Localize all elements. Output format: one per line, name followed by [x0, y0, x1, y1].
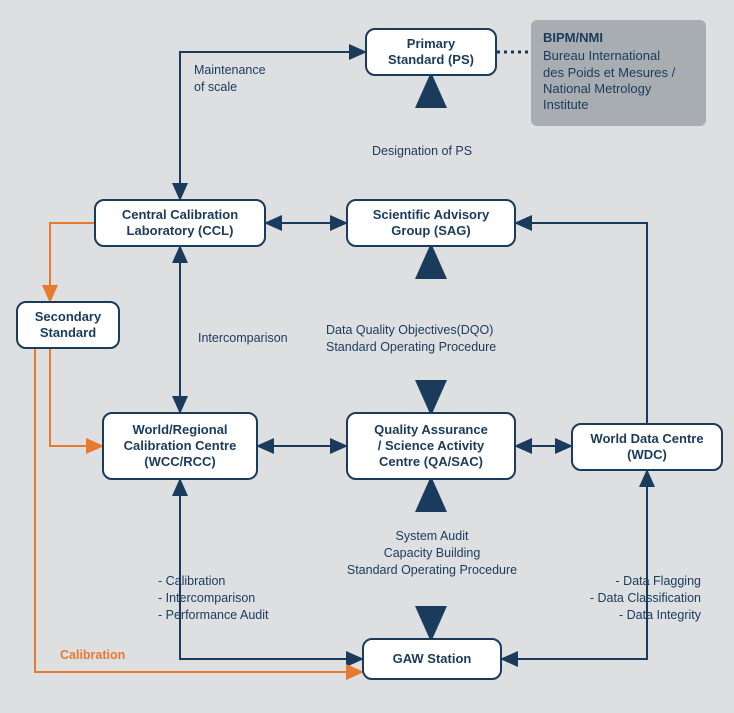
node-wdc-label: World Data Centre(WDC)	[590, 431, 703, 464]
edge-wdc-sag	[516, 223, 647, 423]
node-sag: Scientific AdvisoryGroup (SAG)	[346, 199, 516, 247]
node-ccl-label: Central CalibrationLaboratory (CCL)	[122, 207, 238, 240]
label-intercomparison: Intercomparison	[198, 330, 288, 347]
label-system-audit: System AuditCapacity BuildingStandard Op…	[326, 528, 538, 579]
label-dqo: Data Quality Objectives(DQO)Standard Ope…	[326, 322, 496, 356]
edge-ss-wcc	[50, 349, 102, 446]
node-qa-label: Quality Assurance/ Science ActivityCentr…	[374, 422, 488, 471]
label-maintenance: Maintenanceof scale	[194, 62, 266, 96]
node-wcc-label: World/RegionalCalibration Centre(WCC/RCC…	[124, 422, 237, 471]
node-ccl: Central CalibrationLaboratory (CCL)	[94, 199, 266, 247]
node-ps: PrimaryStandard (PS)	[365, 28, 497, 76]
node-sag-label: Scientific AdvisoryGroup (SAG)	[373, 207, 490, 240]
node-bipm: BIPM/NMI Bureau Internationaldes Poids e…	[531, 20, 706, 126]
node-gaw: GAW Station	[362, 638, 502, 680]
label-data-list: - Data Flagging- Data Classification- Da…	[566, 573, 701, 624]
edge-ccl-ss	[50, 223, 94, 301]
node-gaw-label: GAW Station	[393, 651, 472, 667]
node-bipm-title: BIPM/NMI	[543, 30, 675, 46]
node-ss-label: SecondaryStandard	[35, 309, 101, 342]
label-calibration: Calibration	[60, 647, 125, 664]
node-bipm-body: Bureau Internationaldes Poids et Mesures…	[543, 48, 675, 112]
node-ps-label: PrimaryStandard (PS)	[388, 36, 474, 69]
node-qa: Quality Assurance/ Science ActivityCentr…	[346, 412, 516, 480]
node-wcc: World/RegionalCalibration Centre(WCC/RCC…	[102, 412, 258, 480]
label-designation: Designation of PS	[372, 143, 472, 160]
node-wdc: World Data Centre(WDC)	[571, 423, 723, 471]
label-calib-list: - Calibration- Intercomparison- Performa…	[158, 573, 268, 624]
node-ss: SecondaryStandard	[16, 301, 120, 349]
